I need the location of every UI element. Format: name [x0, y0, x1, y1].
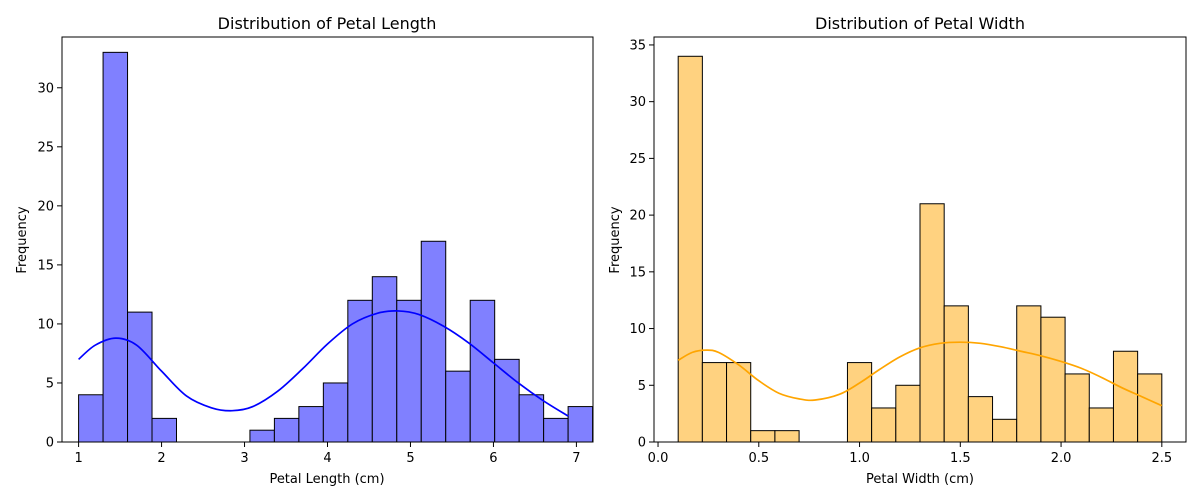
bar — [677, 55, 703, 443]
x-tick-label: 0.5 — [748, 451, 769, 466]
bar — [567, 406, 594, 443]
y-tick-label: 25 — [37, 140, 54, 155]
bar — [322, 382, 349, 443]
bar — [967, 396, 994, 443]
bar — [420, 240, 447, 443]
y-tick-label: 20 — [629, 209, 646, 224]
bar — [543, 417, 569, 443]
y-tick-label: 5 — [638, 379, 646, 394]
bar — [347, 299, 373, 443]
x-tick-label: 1.0 — [849, 451, 870, 466]
x-tick-label: 2.5 — [1151, 451, 1172, 466]
y-tick-label: 10 — [37, 317, 54, 332]
y-tick-label: 5 — [46, 376, 54, 391]
bar — [469, 299, 496, 443]
y-axis-label: Frequency — [15, 206, 30, 273]
bar — [78, 394, 104, 443]
bar — [151, 417, 177, 443]
bar — [1137, 373, 1163, 443]
x-tick-label: 7 — [572, 451, 580, 466]
y-tick-label: 35 — [629, 38, 646, 53]
bar — [518, 394, 545, 443]
bar — [1064, 373, 1090, 443]
y-tick-label: 15 — [37, 258, 54, 273]
y-tick-label: 25 — [629, 152, 646, 167]
y-axis-label: Frequency — [608, 206, 623, 273]
y-tick-label: 20 — [37, 199, 54, 214]
bar — [371, 276, 398, 443]
bar — [249, 429, 275, 443]
kde-curve — [78, 310, 569, 417]
bar — [127, 311, 153, 443]
x-ticks: 0.0 0.5 1.0 1.5 2.0 2.5 — [648, 442, 1172, 466]
bar — [102, 51, 129, 443]
bar — [726, 362, 752, 443]
kde-curve — [677, 341, 1163, 407]
x-tick-label: 1.5 — [950, 451, 971, 466]
bar — [494, 358, 520, 443]
x-tick-label: 6 — [489, 451, 497, 466]
y-tick-label: 10 — [629, 322, 646, 337]
plot-frame — [653, 36, 1187, 443]
bar — [701, 362, 728, 443]
y-ticks: 0 5 10 15 20 25 30 35 — [629, 38, 654, 451]
y-tick-label: 30 — [37, 81, 54, 96]
petal-width-plot: Distribution of Petal Width 0.0 0.5 1.0 1.5… — [608, 14, 1187, 487]
bar — [871, 407, 897, 443]
x-tick-label: 0.0 — [648, 451, 669, 466]
bar — [1016, 305, 1042, 443]
bar — [445, 370, 471, 443]
bars — [78, 51, 594, 443]
y-tick-label: 0 — [46, 436, 54, 451]
bar — [396, 299, 422, 443]
x-tick-label: 2.0 — [1051, 451, 1072, 466]
y-tick-label: 0 — [638, 436, 646, 451]
x-tick-label: 4 — [323, 451, 331, 466]
bar — [273, 417, 300, 443]
bar — [1112, 350, 1139, 443]
bar — [750, 430, 776, 443]
bar — [1040, 316, 1066, 443]
bar — [1088, 407, 1114, 443]
x-tick-label: 1 — [74, 451, 82, 466]
y-tick-label: 30 — [629, 95, 646, 110]
x-tick-label: 3 — [240, 451, 248, 466]
y-ticks: 0 5 10 15 20 25 30 — [37, 81, 62, 451]
bar — [895, 384, 921, 443]
bar — [846, 362, 873, 443]
x-tick-label: 5 — [406, 451, 414, 466]
bar — [943, 305, 969, 443]
y-tick-label: 15 — [629, 265, 646, 280]
bar — [298, 406, 324, 443]
x-axis-label: Petal Length (cm) — [269, 472, 384, 487]
chart-title: Distribution of Petal Length — [218, 14, 437, 33]
chart-title: Distribution of Petal Width — [815, 14, 1025, 33]
bar — [919, 203, 945, 443]
bar — [774, 430, 800, 443]
x-tick-label: 2 — [157, 451, 165, 466]
x-axis-label: Petal Width (cm) — [866, 472, 974, 487]
bar — [992, 418, 1018, 443]
x-ticks: 1 2 3 4 5 6 7 — [74, 442, 581, 466]
